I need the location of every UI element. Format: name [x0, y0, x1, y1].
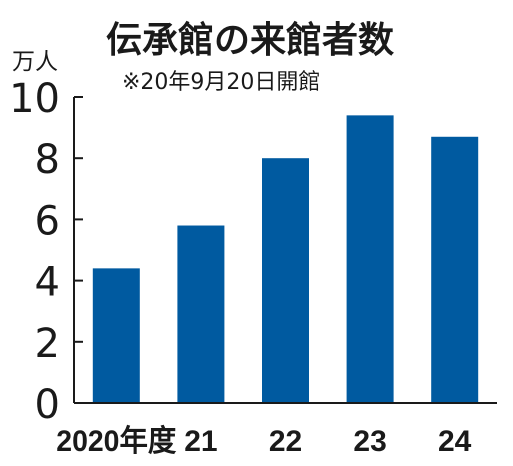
bar: [92, 268, 140, 403]
y-axis-tick-marks: [74, 96, 83, 404]
y-axis-tick-labels: 0 2 4 6 8 10: [9, 76, 60, 428]
x-axis-tick-labels: 2020年度 21 22 23 24: [56, 425, 471, 458]
x-tick-label: 24: [438, 425, 472, 458]
x-tick-label: 22: [269, 425, 302, 458]
bar: [177, 225, 225, 403]
chart-title: 伝承館の来館者数: [106, 19, 394, 61]
y-axis-unit-label: 万人: [12, 49, 58, 75]
y-tick-label: 4: [35, 260, 60, 306]
y-tick-label: 6: [35, 198, 60, 244]
x-tick-label: 23: [353, 425, 386, 458]
y-tick-label: 10: [9, 76, 60, 122]
x-tick-label: 21: [184, 425, 217, 458]
bar: [346, 115, 394, 404]
x-tick-label: 2020年度: [56, 425, 176, 458]
y-tick-label: 0: [35, 382, 60, 428]
chart-subtitle: ※20年9月20日開館: [122, 70, 320, 95]
bar: [431, 136, 479, 403]
bar: [262, 158, 309, 403]
y-tick-label: 2: [35, 321, 60, 367]
y-tick-label: 8: [35, 137, 60, 183]
bars: [92, 115, 479, 404]
